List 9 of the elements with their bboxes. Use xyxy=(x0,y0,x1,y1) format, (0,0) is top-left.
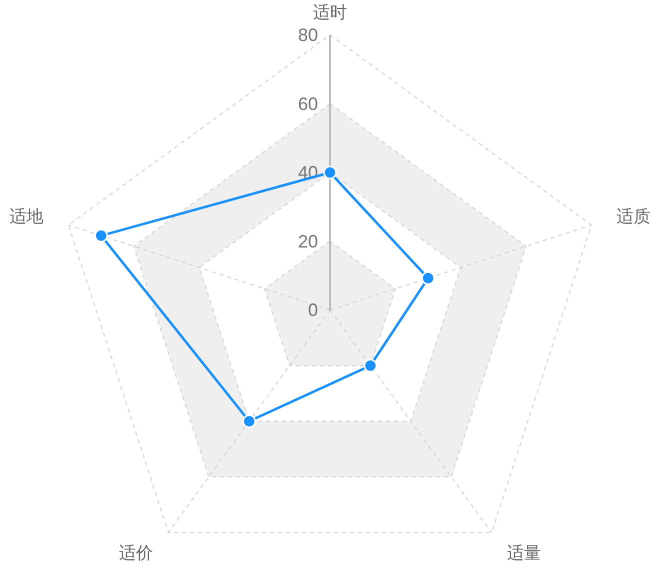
y-tick-label: 20 xyxy=(298,231,318,252)
spoke-label: 适时 xyxy=(313,3,347,23)
spoke-label: 适价 xyxy=(119,544,154,564)
spoke-label: 适质 xyxy=(616,206,650,227)
y-tick-label: 0 xyxy=(308,300,318,320)
spoke-label: 适量 xyxy=(506,544,541,564)
spoke-label: 适地 xyxy=(10,206,44,227)
y-tick-label: 60 xyxy=(298,94,318,114)
y-tick-label: 80 xyxy=(298,25,318,45)
